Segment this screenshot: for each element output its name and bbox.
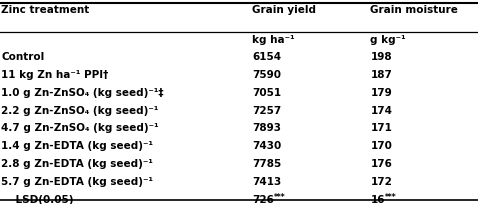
Text: 4.7 g Zn-ZnSO₄ (kg seed)⁻¹: 4.7 g Zn-ZnSO₄ (kg seed)⁻¹ [1, 123, 159, 133]
Text: Control: Control [1, 52, 44, 62]
Text: 2.8 g Zn-EDTA (kg seed)⁻¹: 2.8 g Zn-EDTA (kg seed)⁻¹ [1, 159, 153, 169]
Text: 171: 171 [370, 123, 392, 133]
Text: 2.2 g Zn-ZnSO₄ (kg seed)⁻¹: 2.2 g Zn-ZnSO₄ (kg seed)⁻¹ [1, 106, 159, 116]
Text: 1.0 g Zn-ZnSO₄ (kg seed)⁻¹‡: 1.0 g Zn-ZnSO₄ (kg seed)⁻¹‡ [1, 88, 164, 98]
Text: ***: *** [274, 193, 286, 202]
Text: 179: 179 [370, 88, 392, 98]
Text: 198: 198 [370, 52, 392, 62]
Text: kg ha⁻¹: kg ha⁻¹ [252, 35, 295, 45]
Text: 7051: 7051 [252, 88, 282, 98]
Text: g kg⁻¹: g kg⁻¹ [370, 35, 406, 45]
Text: 1.4 g Zn-EDTA (kg seed)⁻¹: 1.4 g Zn-EDTA (kg seed)⁻¹ [1, 141, 153, 151]
Text: 7785: 7785 [252, 159, 282, 169]
Text: 172: 172 [370, 177, 392, 187]
Text: LSD(0.05): LSD(0.05) [1, 195, 74, 204]
Text: 6154: 6154 [252, 52, 282, 62]
Text: 11 kg Zn ha⁻¹ PPI†: 11 kg Zn ha⁻¹ PPI† [1, 70, 109, 80]
Text: 174: 174 [370, 106, 392, 116]
Text: 7257: 7257 [252, 106, 282, 116]
Text: 7430: 7430 [252, 141, 282, 151]
Text: Zinc treatment: Zinc treatment [1, 5, 90, 15]
Text: 16: 16 [370, 195, 385, 204]
Text: Grain yield: Grain yield [252, 5, 316, 15]
Text: 187: 187 [370, 70, 392, 80]
Text: 7893: 7893 [252, 123, 282, 133]
Text: Grain moisture: Grain moisture [370, 5, 458, 15]
Text: 5.7 g Zn-EDTA (kg seed)⁻¹: 5.7 g Zn-EDTA (kg seed)⁻¹ [1, 177, 153, 187]
Text: 7590: 7590 [252, 70, 282, 80]
Text: 176: 176 [370, 159, 392, 169]
Text: 170: 170 [370, 141, 392, 151]
Text: 7413: 7413 [252, 177, 282, 187]
Text: ***: *** [385, 193, 397, 202]
Text: 726: 726 [252, 195, 274, 204]
